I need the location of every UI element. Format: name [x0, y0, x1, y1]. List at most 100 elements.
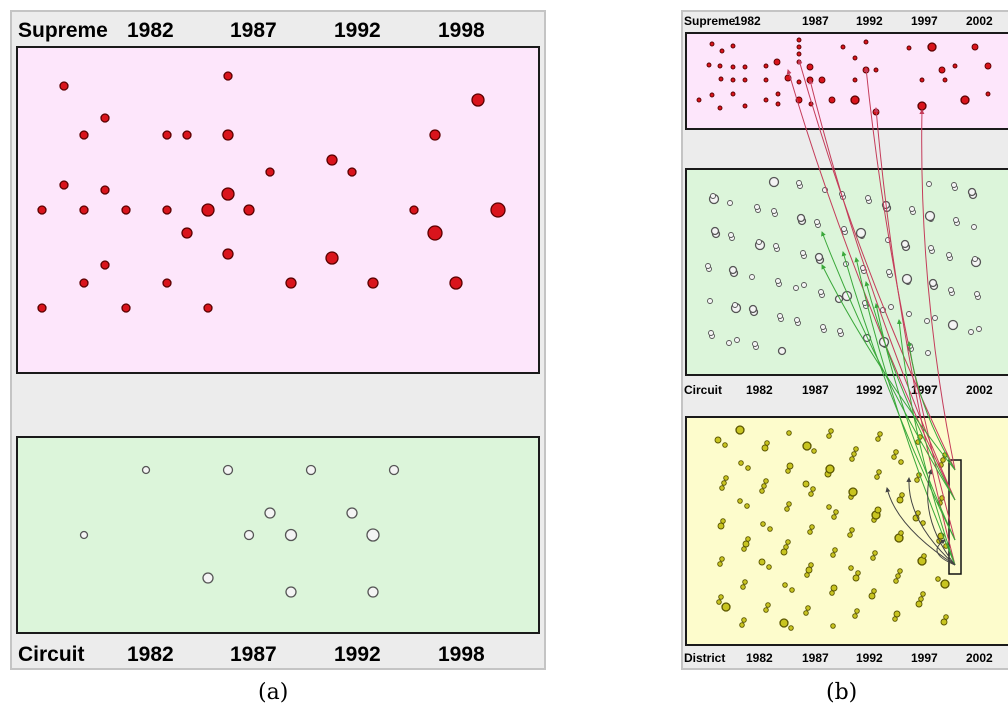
circuit-case-node [947, 319, 959, 331]
district-case-node [765, 602, 771, 608]
panel-b-circuit-court-label: Circuit [684, 383, 723, 397]
panel-b-supreme-year: 1997 [911, 14, 938, 28]
supreme-case-node [709, 41, 715, 47]
circuit-case-node [710, 226, 720, 236]
circuit-case-node [708, 330, 714, 336]
district-case-node [832, 547, 838, 553]
district-case-node [761, 483, 767, 489]
district-case-node [893, 578, 899, 584]
red-citation-edge [808, 79, 956, 501]
district-case-node [918, 596, 924, 602]
district-case-node [855, 570, 861, 576]
circuit-case-node [865, 195, 871, 201]
district-case-node [897, 568, 903, 574]
panel-a-node-layer [37, 71, 506, 598]
circuit-case-node [948, 287, 954, 293]
panel-a-bottom-year: 1992 [334, 643, 381, 666]
supreme-case-node [742, 64, 748, 70]
district-case-node [779, 618, 789, 628]
supreme-case-node [730, 43, 736, 49]
circuit-case-node [768, 176, 780, 188]
supreme-case-node [471, 93, 485, 107]
circuit-case-node [707, 298, 713, 304]
district-case-node [831, 514, 837, 520]
selection-box[interactable] [948, 459, 962, 575]
supreme-case-node [840, 44, 846, 50]
district-case-node [921, 553, 927, 559]
supreme-case-node [717, 105, 723, 111]
circuit-case-node [728, 232, 734, 238]
panel-b-caption: (b) [826, 680, 858, 705]
supreme-case-node [265, 167, 275, 177]
circuit-case-node [756, 239, 762, 245]
circuit-case-node [972, 256, 978, 262]
supreme-case-node [79, 205, 89, 215]
district-case-node [849, 527, 855, 533]
district-case-node [723, 475, 729, 481]
supreme-case-node [938, 66, 946, 74]
district-case-node [721, 602, 731, 612]
circuit-case-node [734, 337, 740, 343]
panel-b-supreme-court-label: Supreme [684, 14, 736, 28]
panel-a-top-year: 1992 [334, 19, 381, 42]
circuit-case-node [141, 465, 151, 475]
district-case-node [763, 478, 769, 484]
district-case-node [802, 441, 812, 451]
district-case-node [717, 561, 723, 567]
circuit-case-node [841, 226, 847, 232]
supreme-case-node [429, 129, 441, 141]
district-case-node [803, 610, 809, 616]
district-case-node [722, 442, 728, 448]
circuit-case-node [924, 318, 930, 324]
district-case-node [877, 431, 883, 437]
district-case-node [737, 498, 743, 504]
circuit-case-node [222, 464, 234, 476]
supreme-case-node [285, 277, 297, 289]
district-case-node [830, 552, 836, 558]
circuit-case-node [837, 328, 843, 334]
district-case-node [896, 496, 904, 504]
district-case-node [871, 588, 877, 594]
circuit-case-node [749, 274, 755, 280]
circuit-case-node [284, 528, 298, 542]
supreme-case-node [730, 91, 736, 97]
supreme-case-node [325, 251, 339, 265]
circuit-case-node [710, 193, 716, 199]
supreme-case-node [162, 130, 172, 140]
district-case-node [891, 454, 897, 460]
circuit-case-node [264, 507, 276, 519]
circuit-case-node [726, 340, 732, 346]
panel-a-caption: (a) [258, 680, 289, 705]
district-case-node [851, 451, 857, 457]
circuit-case-node [775, 278, 781, 284]
district-case-node [853, 446, 859, 452]
circuit-case-node [967, 187, 977, 197]
circuit-case-node [928, 245, 934, 251]
supreme-case-node [427, 225, 443, 241]
panel-b-district-year: 1982 [746, 651, 773, 665]
district-case-node [760, 521, 766, 527]
supreme-case-node [181, 227, 193, 239]
district-case-node [784, 506, 790, 512]
district-case-node [721, 480, 727, 486]
district-case-node [780, 548, 788, 556]
district-case-node [940, 457, 946, 463]
supreme-case-node [59, 81, 69, 91]
supreme-case-node [984, 62, 992, 70]
district-case-node [828, 428, 834, 434]
district-case-node [852, 574, 860, 582]
supreme-case-node [852, 77, 858, 83]
supreme-case-node [719, 48, 725, 54]
supreme-case-node [863, 39, 869, 45]
supreme-case-node [763, 77, 769, 83]
district-case-node [854, 608, 860, 614]
circuit-case-node [855, 227, 867, 239]
district-case-node [915, 600, 923, 608]
district-case-node [898, 459, 904, 465]
district-case-node [868, 592, 876, 600]
supreme-case-node [696, 97, 702, 103]
supreme-case-node [182, 130, 192, 140]
district-case-node [741, 617, 747, 623]
circuit-case-node [814, 252, 824, 262]
district-case-node [899, 492, 905, 498]
